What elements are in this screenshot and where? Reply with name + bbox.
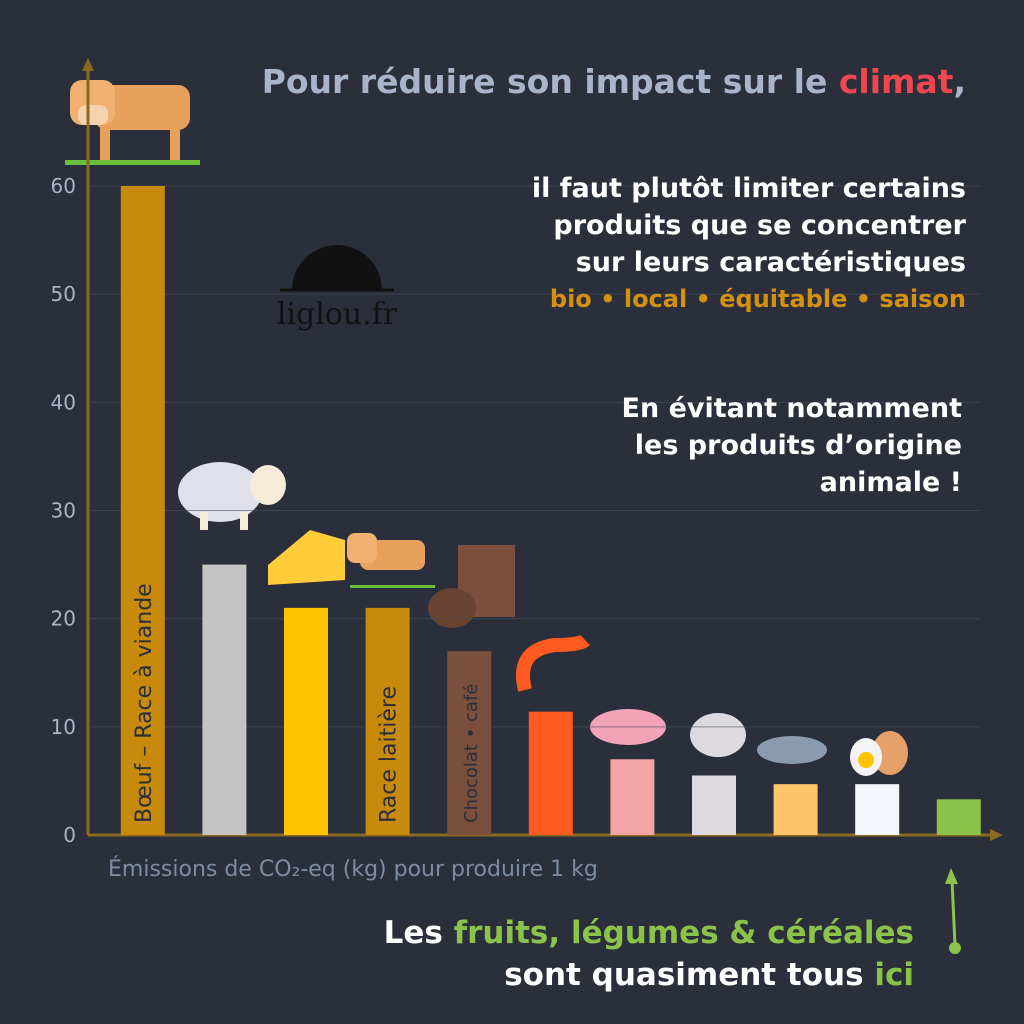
bar [365,607,410,835]
footer-highlight: fruits, légumes & céréales [453,915,914,951]
criteria: bio • local • équitable • saison [549,285,966,313]
y-axis-arrow [82,58,94,71]
fish-icon [757,736,827,764]
y-tick-label: 20 [51,607,76,631]
footer-text: sont quasiment tous [504,957,864,993]
bar [284,607,328,835]
bar-label: Race laitière [377,686,402,823]
note-line: animale ! [819,467,962,498]
cow-icon [65,80,200,165]
title-part: Pour réduire son impact sur le [261,62,828,101]
logo: liglou.fr [277,297,398,332]
shrimp-icon [516,634,590,692]
y-tick-label: 30 [51,499,76,523]
message: il faut plutôt limiter certains produits… [532,170,966,318]
bar [936,799,981,835]
x-axis-arrow [990,829,1003,841]
y-tick-label: 10 [51,715,76,739]
y-tick-label: 0 [63,823,76,847]
bar [202,564,247,835]
cow-small-icon [347,533,435,588]
footer: Les fruits, légumes & céréales sont quas… [384,912,914,996]
bar [120,186,165,835]
message-line: produits que se concentrer [553,210,966,241]
chicken-icon [690,713,746,757]
bar [610,759,655,835]
bar [855,784,900,835]
message-line: il faut plutôt limiter certains [531,173,966,204]
footer-highlight: ici [874,957,914,993]
cheese-icon [268,530,345,585]
y-tick-label: 50 [51,282,76,306]
title: Pour réduire son impact sur le climat, [262,62,966,101]
bar [773,784,818,835]
bar [447,651,492,835]
pointer-arrow-head [945,868,958,884]
footer-line: sont quasiment tous ici [384,954,914,996]
note: En évitant notamment les produits d’orig… [622,390,963,501]
logo-icon [280,245,394,292]
note-line: les produits d’origine [634,430,962,461]
egg-icon [850,731,908,776]
sheep-icon [178,462,286,530]
bar [528,711,573,835]
message-line: sur leurs caractéristiques [575,247,966,278]
footer-text: Les [383,915,443,951]
x-axis-label: Émissions de CO₂-eq (kg) pour produire 1… [108,856,598,882]
bar [692,775,736,835]
pointer-dot [949,942,961,954]
bar-label: Chocolat • café [461,684,482,823]
title-highlight: climat [838,62,954,101]
chocolate-coffee-icon [428,545,515,628]
title-part: , [953,62,966,101]
footer-line: Les fruits, légumes & céréales [384,912,914,954]
y-tick-label: 40 [51,390,76,414]
note-line: En évitant notamment [621,393,963,424]
bar-label: Bœuf – Race à viande [132,583,157,823]
pointer-arrow [950,879,957,946]
y-tick-label: 60 [51,174,76,198]
